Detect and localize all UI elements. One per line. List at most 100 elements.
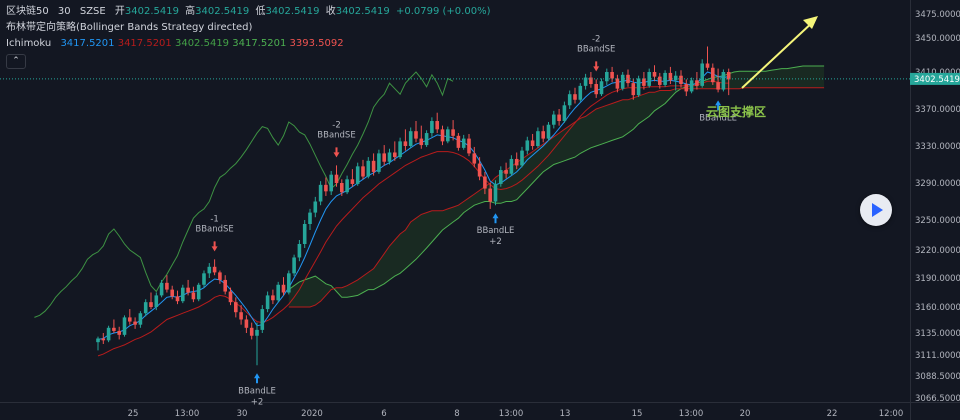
candle-body <box>196 284 201 300</box>
candle-body <box>297 244 302 258</box>
annotation-arrow-icon <box>803 16 818 29</box>
ichimoku-row[interactable]: Ichimoku 3417.5201 3417.5201 3402.5419 3… <box>6 36 493 52</box>
strategy-row[interactable]: 布林带定向策略(Bollinger Bands Strategy directe… <box>6 20 493 36</box>
candle-body <box>652 72 657 77</box>
candle-body <box>292 257 296 274</box>
candle-body <box>631 83 636 96</box>
candle-body <box>488 188 492 202</box>
candle-body <box>393 152 397 158</box>
candle-body <box>96 338 100 343</box>
price-tick-label: 3370.0000 <box>915 105 960 115</box>
candle-body <box>318 184 323 202</box>
candle-body <box>610 72 614 79</box>
symbol-row: 区块链50 30 SZSE 开3402.5419 高3402.5419 低340… <box>6 4 493 20</box>
signal-qty-label: -2 <box>332 120 340 130</box>
candle-body <box>456 135 461 148</box>
candle-body <box>615 78 620 89</box>
price-tick-label: 3220.0000 <box>915 246 960 256</box>
candle-body <box>313 201 318 213</box>
candle-body <box>541 131 545 139</box>
candle-body <box>112 327 116 331</box>
candle-body <box>721 72 726 90</box>
time-tick-label: 8 <box>454 409 459 419</box>
candle-body <box>408 131 413 146</box>
candle-body <box>202 273 206 285</box>
lagging-span-line <box>34 71 454 318</box>
candle-body <box>440 129 445 142</box>
candle-body <box>350 179 355 184</box>
candle-body <box>186 287 190 293</box>
candle-body <box>170 289 174 297</box>
time-tick-label: 2020 <box>301 409 323 419</box>
candle-body <box>700 63 704 86</box>
price-tick-label: 3160.0000 <box>915 303 960 313</box>
candle-body <box>424 133 429 146</box>
candle-body <box>711 67 715 83</box>
candle-body <box>620 74 625 89</box>
close-key: 收 <box>325 6 336 17</box>
candle-body <box>340 183 344 193</box>
candle-body <box>398 141 402 158</box>
candle-body <box>128 317 132 322</box>
candle-body <box>101 338 106 341</box>
candle-body <box>122 317 127 335</box>
signal-label: BBandSE <box>577 44 615 54</box>
chevron-up-icon[interactable]: ⌃ <box>6 54 26 69</box>
candle-body <box>599 81 604 95</box>
low-value: 3402.5419 <box>265 6 320 17</box>
candle-body <box>234 302 238 313</box>
ichimoku-name[interactable]: Ichimoku <box>6 38 52 49</box>
symbol-name[interactable]: 区块链50 <box>6 6 49 17</box>
time-tick-label: 6 <box>381 409 386 419</box>
strategy-name[interactable]: 布林带定向策略(Bollinger Bands Strategy directe… <box>6 22 253 33</box>
low-key: 低 <box>255 6 266 17</box>
high-value: 3402.5419 <box>195 6 250 17</box>
candle-body <box>133 321 137 325</box>
candle-body <box>260 309 265 330</box>
candle-body <box>477 163 482 177</box>
candle-body <box>689 80 694 92</box>
candle-body <box>382 153 386 162</box>
candle-body <box>493 183 498 202</box>
interval-label[interactable]: 30 <box>57 6 71 17</box>
candle-body <box>255 329 259 336</box>
price-tick-label: 3250.0000 <box>915 216 960 226</box>
candle-body <box>371 160 376 172</box>
signal-label: BBandSE <box>317 130 355 140</box>
leading-span-b-line <box>288 87 825 308</box>
candle-body <box>589 77 593 85</box>
candle-body <box>361 166 365 177</box>
signal-qty-label: +2 <box>251 397 264 407</box>
candle-body <box>239 312 243 320</box>
candle-body <box>228 291 233 303</box>
signal-qty-label: -1 <box>210 214 218 224</box>
candle-body <box>218 272 222 280</box>
candle-body <box>175 296 180 302</box>
candle-body <box>377 153 381 172</box>
time-tick-label: 13:00 <box>499 409 524 419</box>
candle-body <box>435 121 439 130</box>
candle-body <box>525 140 530 151</box>
price-tick-label: 3450.0000 <box>915 34 960 44</box>
current-price-label: 3402.5419 <box>914 75 960 85</box>
time-tick-label: 15 <box>632 409 643 419</box>
play-icon[interactable] <box>860 194 892 226</box>
candle-body <box>726 72 731 80</box>
ichimoku-leadb-value: 3393.5092 <box>289 38 344 49</box>
ichimoku-cloud <box>288 66 825 307</box>
ichimoku-lagging-value: 3402.5419 <box>174 38 230 49</box>
candle-body <box>387 152 392 162</box>
signal-qty-label: -2 <box>592 34 600 44</box>
candle-body <box>419 138 424 146</box>
candle-body <box>430 121 434 134</box>
candle-body <box>329 174 333 192</box>
candle-body <box>138 313 143 325</box>
candle-body <box>244 319 249 328</box>
candle-body <box>154 295 159 307</box>
candle-body <box>117 330 121 335</box>
candle-body <box>451 129 455 136</box>
price-tick-label: 3111.0000 <box>915 351 960 361</box>
signal-qty-label: +2 <box>489 237 502 247</box>
